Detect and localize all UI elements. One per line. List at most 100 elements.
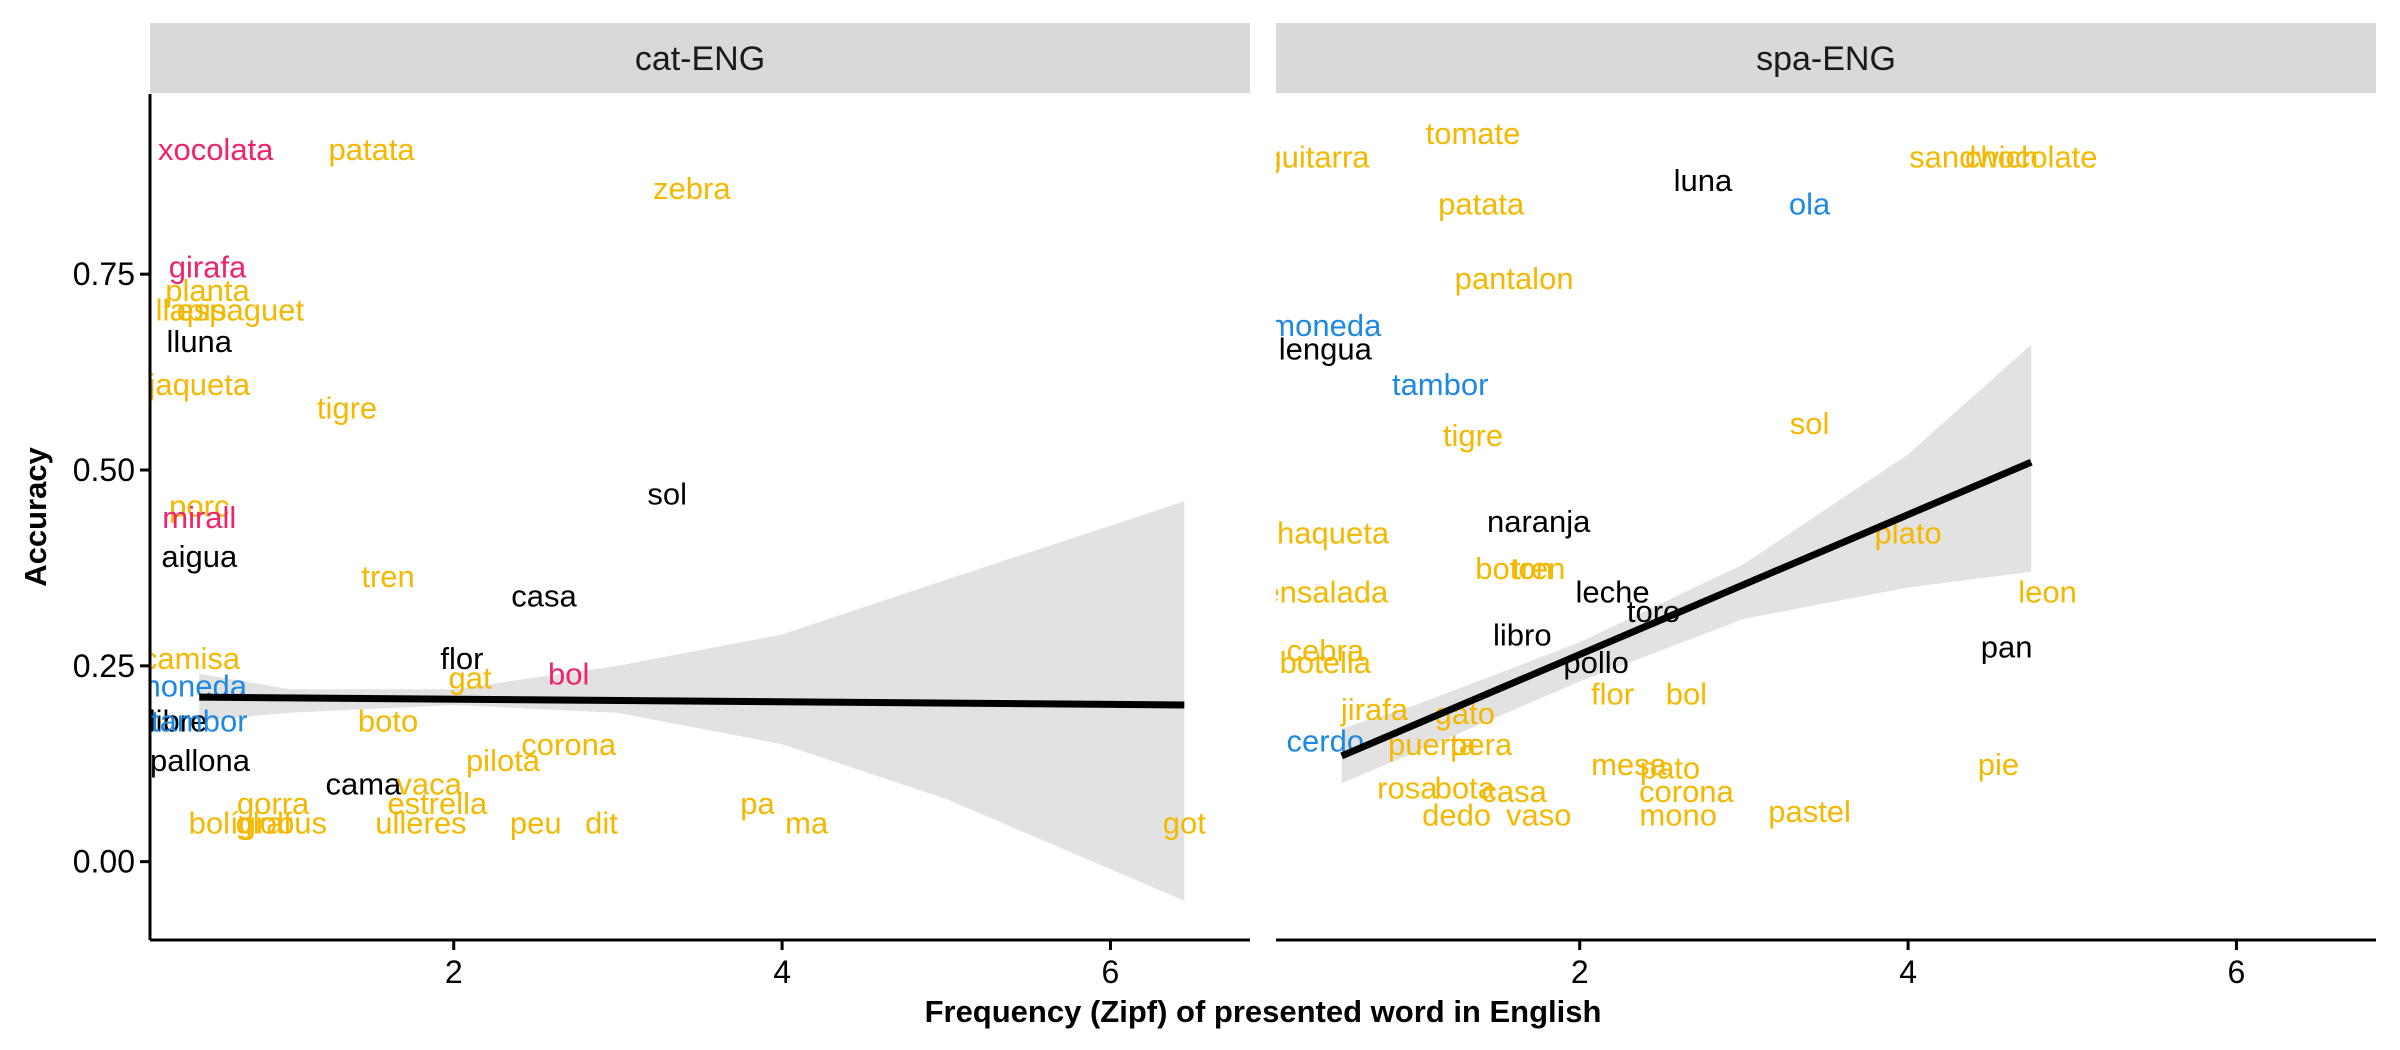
strip-label-spa-eng: spa-ENG [1756,40,1896,78]
regression-line [199,693,1185,709]
word-label: jaqueta [147,367,250,402]
word-label: patata [328,132,415,167]
word-label: espaguet [177,292,305,327]
word-label: estrella [387,786,488,821]
x-axis-title: Frequency (Zipf) of presented word in En… [925,994,1602,1029]
word-label: ulleres [375,806,466,841]
x-tick-label: 6 [1102,954,1120,990]
word-label: pilota [466,743,541,778]
word-label: mirall [162,500,236,535]
word-label: tren [1512,551,1565,586]
word-label: gorra [237,786,310,821]
word-label: pan [1981,629,2033,664]
word-label: llapis [156,292,227,327]
word-label: porc [169,488,229,523]
word-label: gat [449,661,492,696]
panel-spa-eng: spa-ENG guitarra tomate luna sandwichchocol… [1262,23,2376,990]
word-label: chaqueta [1262,516,1390,551]
word-label: got [1163,806,1206,841]
word-label: naranja [1487,504,1591,539]
word-label: zebra [653,171,731,206]
word-label: sol [1790,406,1830,441]
word-label: aigua [161,539,238,574]
word-label: tigre [317,390,377,425]
confidence-ribbon [1341,344,2032,784]
word-label: ola [1789,187,1831,222]
word-label: tigre [1443,418,1503,453]
word-label: libro [1493,618,1552,653]
y-tick-label: 0.75 [73,256,135,292]
word-label: cebra [1287,633,1365,668]
strip-label-cat-eng: cat-ENG [635,40,765,78]
word-label: vaca [396,766,462,801]
word-label: bol [548,657,589,692]
word-label: patata [1438,187,1525,222]
word-label: flor [1591,676,1634,711]
y-axis-title: Accuracy [18,446,53,586]
x-tick-label: 2 [1571,954,1589,990]
word-label: pera [1450,727,1513,762]
word-label: mesa [1591,747,1668,782]
word-label: ensalada [1262,574,1389,609]
fit-line-cat-eng [199,693,1185,709]
word-label: camisa [142,641,241,676]
x-tick-label: 6 [2228,954,2246,990]
x-tick-label: 4 [773,954,791,990]
fit-line-spa-eng [1340,458,2033,760]
word-label: boto [358,704,418,739]
x-tick-label: 2 [445,954,463,990]
word-label: llibre [142,704,207,739]
strip-spa-eng [1276,23,2376,93]
word-label: casa [511,578,577,613]
word-label: casa [1481,774,1547,809]
word-label: pastel [1768,794,1851,829]
word-label: peu [510,806,562,841]
word-label: pato [1640,751,1700,786]
word-label: sandwich [1909,140,2038,175]
word-label: tren [361,559,414,594]
word-label: lluna [167,324,233,359]
word-label: lengua [1279,332,1373,367]
word-label: sol [647,477,687,512]
word-label: xocolata [158,132,274,167]
word-label: vaso [1506,798,1571,833]
word-label: boton [1475,551,1553,586]
x-tick-label: 4 [1899,954,1917,990]
word-label: tomate [1426,116,1521,151]
word-label: pie [1978,747,2019,782]
word-label: planta [165,273,250,308]
word-label: pantalon [1455,261,1574,296]
word-label: girafa [169,249,247,284]
confidence-band-spa-eng [1341,344,2032,784]
word-label: rosa [1377,770,1438,805]
x-axis-ticks-cat-eng: 2 4 6 [445,940,1120,990]
word-label: leon [2018,574,2077,609]
panel-cat-eng: cat-ENG xocolata patatazebragirafaplantae… [73,23,1250,990]
word-label: pa [740,786,775,821]
y-axis-ticks: 0.00 0.25 0.50 0.75 [73,256,150,880]
y-tick-label: 0.25 [73,648,135,684]
points-cat-eng: xocolata patatazebragirafaplantaespaguetl… [116,132,1206,841]
word-label: corona [521,727,617,762]
word-label: dit [585,806,618,841]
regression-line [1340,458,2033,760]
word-label: chocolate [1965,140,2098,175]
x-axis-ticks-spa-eng: 2 4 6 [1571,940,2246,990]
word-label: moneda [1269,308,1382,343]
word-label: globus [236,806,327,841]
word-label: bota [1435,770,1496,805]
word-label: tambor [1392,367,1488,402]
word-label: cama [325,766,402,801]
word-label: botella [1280,645,1372,680]
word-label: papallona [116,743,251,778]
word-label: leche [1576,574,1650,609]
word-label: bol [1666,676,1707,711]
word-label: dedo [1422,798,1491,833]
strip-cat-eng [150,23,1250,93]
word-label: luna [1674,163,1733,198]
word-label: guitarra [1264,140,1370,175]
word-label: ma [785,806,829,841]
word-label: corona [1639,774,1735,809]
y-tick-label: 0.00 [73,844,135,880]
